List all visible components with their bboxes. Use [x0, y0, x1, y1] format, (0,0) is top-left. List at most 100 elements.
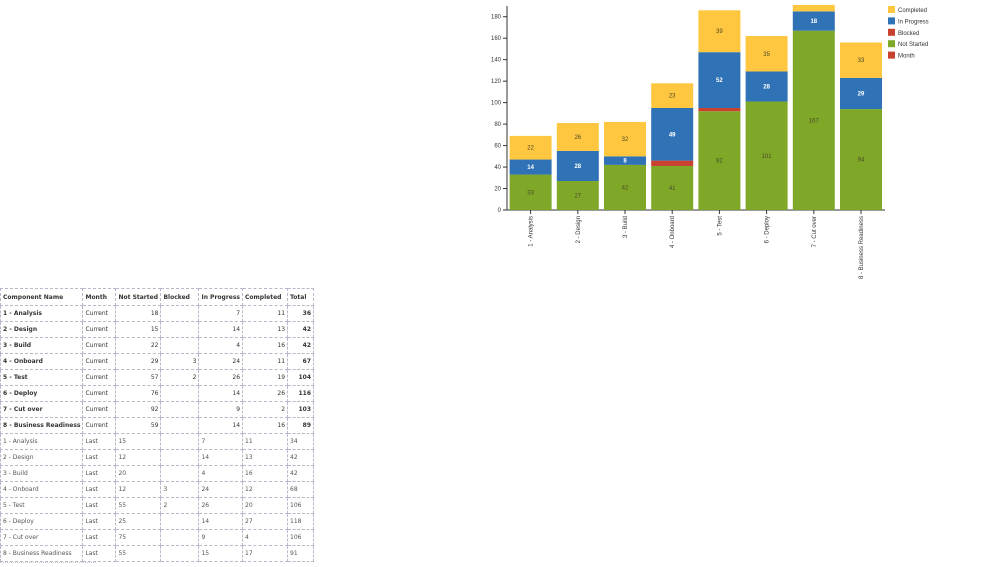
table-cell: 20 — [115, 465, 162, 482]
table-cell: 57 — [115, 369, 162, 386]
bar-segment — [651, 165, 694, 210]
table-cell: 14 — [198, 321, 244, 338]
chart-legend: Completed In Progress Blocked Not Started Mo… — [888, 6, 929, 60]
table-cell: 15 — [115, 433, 162, 450]
table-cell: 24 — [198, 353, 244, 370]
legend-swatch — [888, 17, 895, 25]
header-in-progress[interactable]: In Progress — [198, 288, 244, 306]
bar-segment — [698, 108, 741, 112]
bar-segment — [651, 108, 694, 161]
table-cell: 106 — [287, 497, 315, 514]
bar-value-label: 33 — [858, 58, 865, 64]
header-month[interactable]: Month — [82, 288, 117, 306]
table-cell: 103 — [287, 401, 315, 418]
table-cell: 12 — [242, 481, 289, 498]
table-cell: 4 - Onboard — [0, 353, 84, 370]
table-cell: 5 - Test — [0, 497, 84, 514]
table-cell: 26 — [198, 369, 244, 386]
table-cell: 7 - Cut over — [0, 529, 84, 546]
table-cell: Current — [82, 305, 117, 322]
table-cell: Current — [82, 369, 117, 386]
bar-value-label: 49 — [669, 132, 676, 138]
table-cell: 67 — [287, 353, 315, 370]
bar-segment — [792, 11, 835, 31]
header-not-started[interactable]: Not Started — [115, 288, 162, 306]
x-tick-label: 7 - Cut over — [812, 216, 818, 247]
bar-segment — [604, 121, 646, 157]
y-tick-label: 100 — [491, 101, 502, 107]
table-cell: 14 — [198, 449, 244, 466]
table-row: 4 - Onboard Current 29 3 24 11 67 — [0, 353, 315, 370]
table-cell: 42 — [287, 449, 315, 466]
table-cell: Last — [82, 529, 117, 546]
table-row: 6 - Deploy Current 76 14 26 116 — [0, 385, 315, 402]
table-row: 2 - Design Current 15 14 13 42 — [0, 321, 315, 338]
table-cell: 104 — [287, 369, 315, 386]
status-table: Component Name Month Not Started Blocked… — [0, 288, 315, 562]
bar-segment — [792, 30, 835, 211]
table-cell: 91 — [287, 545, 315, 562]
y-tick-label: 60 — [494, 144, 501, 150]
table-cell — [160, 433, 200, 450]
table-cell: 3 — [160, 353, 200, 370]
table-cell: Last — [82, 513, 117, 530]
table-cell: 5 - Test — [0, 369, 84, 386]
legend-label: Month — [898, 54, 915, 60]
table-row: 8 - Business Readiness Last 55 15 17 91 — [0, 545, 315, 562]
bar-value-label: 52 — [716, 78, 723, 84]
table-cell — [160, 449, 200, 466]
table-cell: 29 — [115, 353, 162, 370]
y-tick-label: 20 — [494, 187, 501, 193]
table-cell: 4 - Onboard — [0, 481, 84, 498]
bar-segment — [651, 160, 694, 166]
table-cell: 11 — [242, 305, 289, 322]
bar-segment — [556, 181, 599, 210]
table-cell: 16 — [242, 417, 289, 434]
header-completed[interactable]: Completed — [242, 288, 289, 306]
table-cell: Current — [82, 321, 117, 338]
bar-value-label: 39 — [716, 29, 723, 35]
table-cell — [160, 465, 200, 482]
table-cell: 55 — [115, 497, 162, 514]
table-cell: 24 — [198, 481, 244, 498]
table-cell: 25 — [115, 513, 162, 530]
legend-label: Blocked — [898, 31, 919, 37]
table-row: 4 - Onboard Last 12 3 24 12 68 — [0, 481, 315, 498]
table-cell: 14 — [198, 385, 244, 402]
bar-segment — [509, 135, 552, 160]
bar-segment — [604, 164, 646, 210]
table-cell: 15 — [198, 545, 244, 562]
table-cell: 4 — [198, 465, 244, 482]
table-cell: Last — [82, 481, 117, 498]
table-cell: Last — [82, 545, 117, 562]
header-component-name[interactable]: Component Name — [0, 288, 84, 306]
table-cell: 34 — [287, 433, 315, 450]
table-cell: 27 — [242, 513, 289, 530]
table-cell: 3 - Build — [0, 337, 84, 354]
legend-label: In Progress — [898, 19, 929, 25]
bar-segment — [651, 83, 694, 108]
table-body: 1 - Analysis Current 18 7 11 36 2 - Design Curr… — [0, 305, 315, 562]
table-cell: 4 — [242, 529, 289, 546]
header-blocked[interactable]: Blocked — [160, 288, 200, 306]
bar-segment — [698, 111, 741, 210]
table-cell: 11 — [242, 433, 289, 450]
table-row: 5 - Test Last 55 2 26 20 106 — [0, 497, 315, 514]
table-cell: 92 — [115, 401, 162, 418]
bar-segment — [509, 159, 552, 175]
bar-value-label: 33 — [527, 190, 534, 196]
x-tick-label: 3 - Build — [623, 216, 629, 238]
bar-value-label: 35 — [763, 52, 770, 58]
y-tick-label: 120 — [491, 79, 502, 85]
table-cell — [160, 513, 200, 530]
table-cell: Current — [82, 337, 117, 354]
bar-segment — [509, 174, 552, 210]
table-cell: 36 — [287, 305, 315, 322]
table-cell: 13 — [242, 321, 289, 338]
table-cell: 42 — [287, 337, 315, 354]
bar-segment — [840, 77, 882, 110]
bar-segment — [604, 156, 646, 165]
table-cell — [160, 529, 200, 546]
header-total[interactable]: Total — [287, 288, 315, 306]
bar-value-label: 18 — [810, 19, 817, 25]
